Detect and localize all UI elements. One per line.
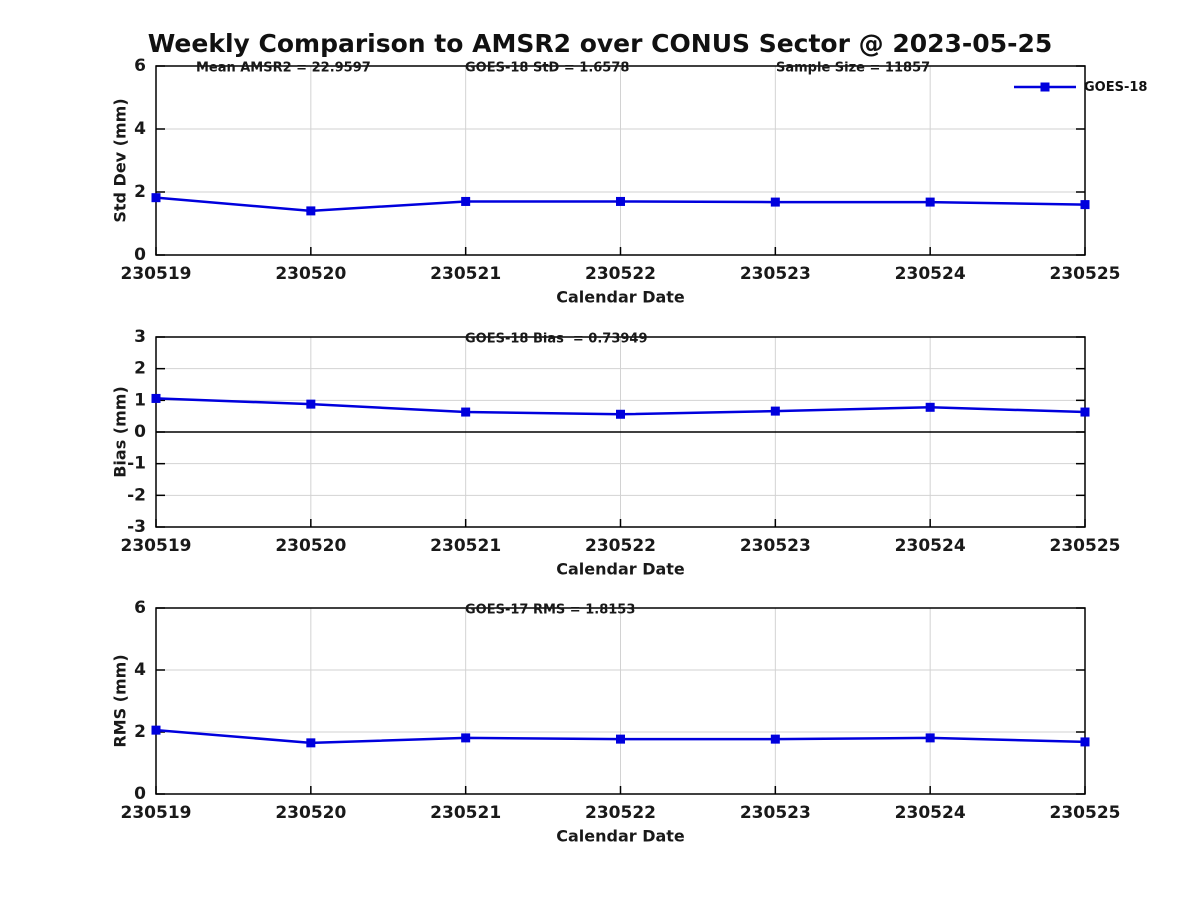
x-tick-label: 230523 xyxy=(740,264,811,284)
x-tick-label: 230520 xyxy=(275,803,346,823)
x-tick-label: 230522 xyxy=(585,264,656,284)
x-tick-label: 230525 xyxy=(1050,803,1121,823)
data-point-marker xyxy=(461,733,471,743)
x-tick-label: 230521 xyxy=(430,803,501,823)
x-tick-label: 230522 xyxy=(585,536,656,556)
data-point-marker xyxy=(770,406,780,416)
x-tick-label: 230519 xyxy=(121,536,192,556)
x-tick-label: 230523 xyxy=(740,803,811,823)
x-tick-label: 230520 xyxy=(275,264,346,284)
x-tick-label: 230524 xyxy=(895,803,966,823)
data-point-marker xyxy=(925,402,935,412)
legend-marker-icon xyxy=(1040,82,1050,92)
y-tick-label: -1 xyxy=(127,454,146,474)
data-point-marker xyxy=(306,206,316,216)
x-tick-label: 230519 xyxy=(121,803,192,823)
y-axis-label: RMS (mm) xyxy=(111,654,130,747)
y-tick-label: 3 xyxy=(134,327,146,347)
subplot-rms: 0 2 4 6 230519 230520 230521 230522 230523 230524… xyxy=(111,598,1121,846)
y-tick-label: 2 xyxy=(134,359,146,379)
x-tick-label: 230525 xyxy=(1050,264,1121,284)
data-point-marker xyxy=(770,197,780,207)
y-axis-label: Std Dev (mm) xyxy=(111,98,130,222)
y-tick-label: -2 xyxy=(127,485,146,505)
subplot-std-dev: 0 2 4 6 230519 230520 230521 230522 230523 230524… xyxy=(111,56,1121,307)
data-point-marker xyxy=(151,193,161,203)
y-tick-label: 0 xyxy=(134,422,146,442)
annotation: GOES-18 StD = 1.6578 xyxy=(465,61,629,76)
y-tick-label: 6 xyxy=(134,56,146,76)
x-tick-label: 230525 xyxy=(1050,536,1121,556)
y-tick-label: 0 xyxy=(134,245,146,265)
data-point-marker xyxy=(306,738,316,748)
data-point-marker xyxy=(306,399,316,409)
data-point-marker xyxy=(1080,407,1090,417)
x-axis-label: Calendar Date xyxy=(556,827,685,846)
x-tick-label: 230519 xyxy=(121,264,192,284)
x-tick-label: 230521 xyxy=(430,536,501,556)
x-tick-label: 230521 xyxy=(430,264,501,284)
data-point-marker xyxy=(461,196,471,206)
data-point-marker xyxy=(1080,200,1090,210)
figure-title: Weekly Comparison to AMSR2 over CONUS Se… xyxy=(147,29,1053,58)
x-tick-label: 230523 xyxy=(740,536,811,556)
annotation: Mean AMSR2 = 22.9597 xyxy=(196,61,371,76)
data-point-marker xyxy=(616,409,625,419)
annotation: GOES-17 RMS = 1.8153 xyxy=(465,603,635,618)
data-point-marker xyxy=(1080,737,1090,747)
data-point-marker xyxy=(925,197,935,207)
y-tick-label: 2 xyxy=(134,722,146,742)
x-tick-label: 230520 xyxy=(275,536,346,556)
data-point-marker xyxy=(616,196,625,206)
annotation: GOES-18 Bias = 0.73949 xyxy=(465,332,648,347)
data-point-marker xyxy=(616,734,625,744)
legend: GOES-18 xyxy=(1012,78,1147,96)
y-tick-label: 1 xyxy=(134,390,146,410)
data-point-marker xyxy=(151,725,161,735)
data-point-marker xyxy=(151,393,161,403)
x-tick-label: 230524 xyxy=(895,264,966,284)
data-point-marker xyxy=(925,733,935,743)
data-point-marker xyxy=(461,407,471,417)
data-point-marker xyxy=(770,734,780,744)
x-axis-label: Calendar Date xyxy=(556,288,685,307)
y-tick-label: -3 xyxy=(127,517,146,537)
y-tick-label: 6 xyxy=(134,598,146,618)
legend-label: GOES-18 xyxy=(1084,79,1148,95)
legend-line-sample xyxy=(1014,82,1076,92)
x-axis-label: Calendar Date xyxy=(556,560,685,579)
subplot-bias: -3 -2 -1 0 1 2 3 230519 230520 230521 230522 230523… xyxy=(111,327,1121,579)
y-tick-label: 4 xyxy=(134,119,146,139)
x-tick-label: 230524 xyxy=(895,536,966,556)
y-tick-label: 0 xyxy=(134,784,146,804)
x-tick-label: 230522 xyxy=(585,803,656,823)
y-axis-label: Bias (mm) xyxy=(111,386,130,478)
annotation: Sample Size = 11857 xyxy=(776,61,930,76)
y-tick-label: 4 xyxy=(134,660,146,680)
y-tick-label: 2 xyxy=(134,182,146,202)
